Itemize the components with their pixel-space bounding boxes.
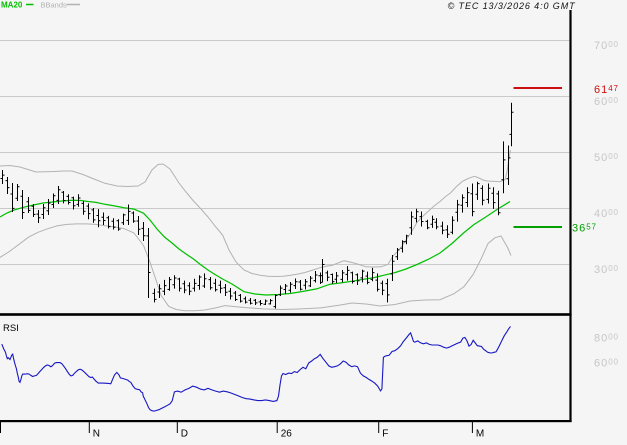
svg-text:M: M xyxy=(476,429,484,440)
svg-text:RSI: RSI xyxy=(3,323,19,334)
svg-text:26: 26 xyxy=(281,429,293,440)
svg-text:N: N xyxy=(93,429,100,440)
svg-text:D: D xyxy=(181,429,188,440)
svg-text:MA20: MA20 xyxy=(1,1,23,10)
svg-text:© TEC 13/3/2026 4:0 GMT: © TEC 13/3/2026 4:0 GMT xyxy=(448,1,576,11)
svg-text:F: F xyxy=(382,429,388,440)
svg-text:BBands: BBands xyxy=(41,1,68,10)
